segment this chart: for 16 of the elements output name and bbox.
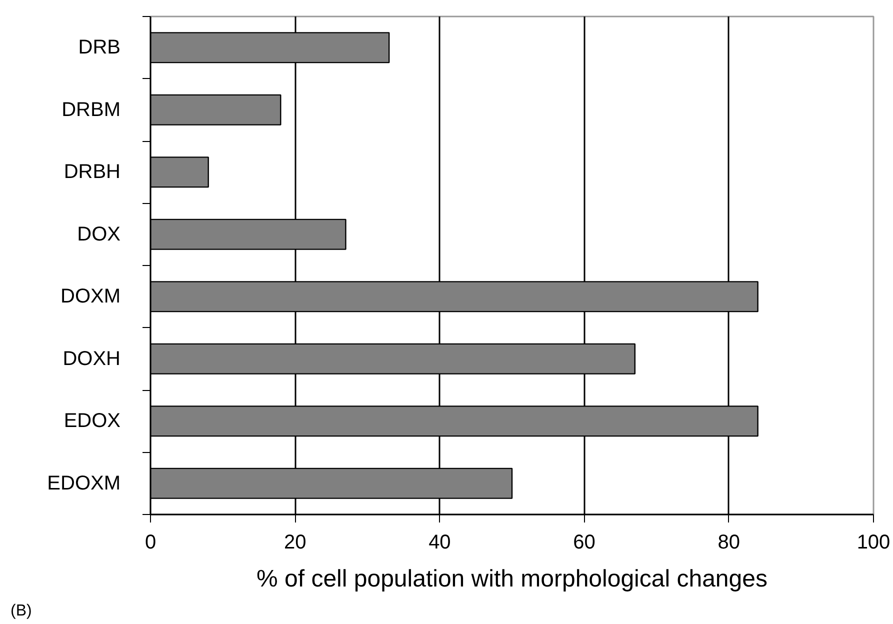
x-tick-label: 40 [428,532,451,554]
x-tick-label: 0 [144,532,156,554]
x-tick-label: 20 [284,532,306,554]
x-axis-title: % of cell population with morphological changes [256,566,768,592]
y-tick-label: DRBM [62,98,121,121]
y-tick-label: DRB [78,36,121,59]
text: (B) [10,602,32,620]
y-tick-label: DOXM [60,286,120,308]
y-tick-label: EDOXM [47,472,121,494]
y-tick-label: DOXH [62,348,121,370]
y-tick-label: DRBH [64,161,120,184]
x-tick-label: 60 [573,532,596,554]
y-tick-label: EDOX [64,410,121,432]
x-tick-label: 80 [718,532,740,554]
x-tick-label: 100 [856,532,890,554]
y-tick-label: DOX [77,223,121,246]
